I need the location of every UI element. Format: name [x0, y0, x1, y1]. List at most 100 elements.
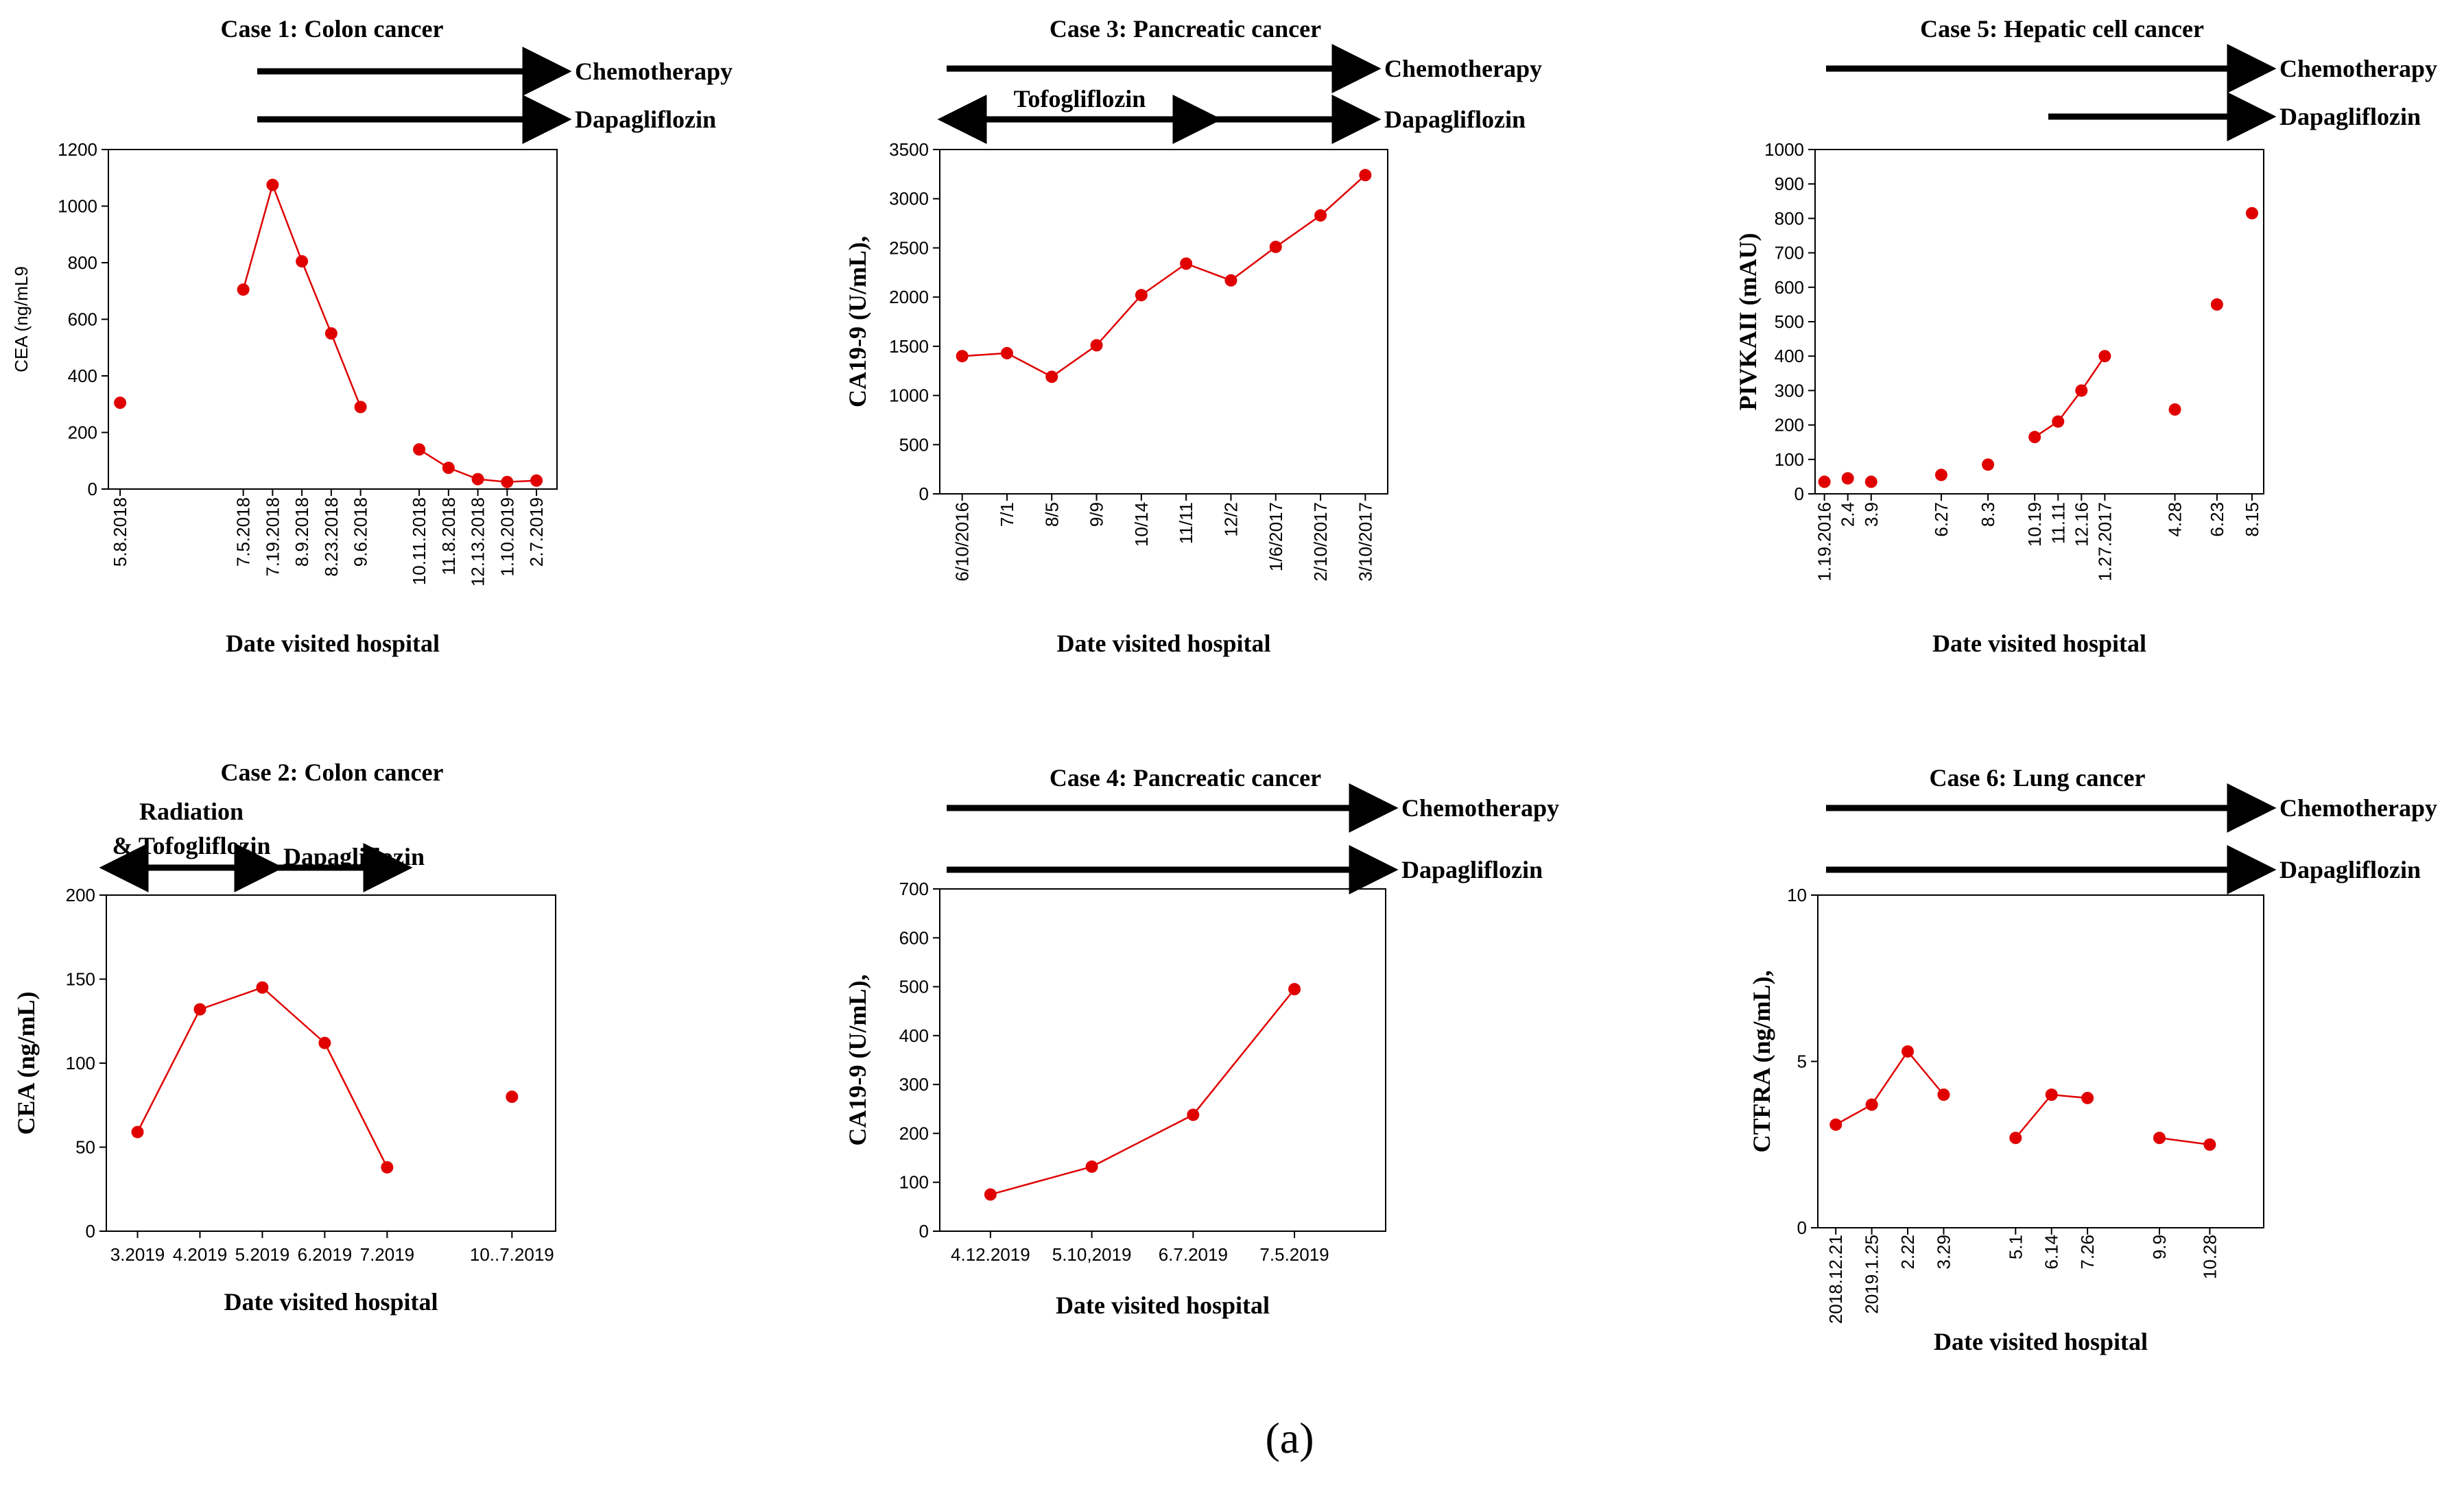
- y-axis-label: PIVKAII (mAU): [1734, 233, 1762, 411]
- data-point: [442, 462, 455, 475]
- x-tick-label: 2019.1.25: [1862, 1235, 1882, 1314]
- treatment-label: Dapagliflozin: [1401, 856, 1543, 883]
- y-tick-label: 0: [86, 1221, 95, 1241]
- x-tick-label: 2.4: [1838, 502, 1858, 527]
- x-axis-label: Date visited hospital: [226, 630, 440, 657]
- data-point: [318, 1036, 331, 1049]
- y-tick-label: 300: [899, 1074, 929, 1095]
- series-line: [990, 988, 1296, 1196]
- data-point: [237, 283, 250, 296]
- data-point: [1864, 475, 1877, 488]
- chart-title: Case 1: Colon cancer: [221, 15, 444, 43]
- x-tick-label: 1.10.2019: [497, 497, 517, 577]
- x-axis-label: Date visited hospital: [1934, 1328, 2148, 1355]
- x-tick-label: 7.26: [2077, 1235, 2098, 1270]
- x-tick-label: 11.8.2018: [438, 497, 459, 575]
- x-tick-label: 11/11: [1176, 502, 1196, 544]
- treatment-label: Chemotherapy: [1384, 55, 1542, 82]
- x-tick-label: 1/6/2017: [1266, 502, 1286, 571]
- y-tick-label: 100: [66, 1053, 95, 1073]
- y-tick-label: 0: [88, 479, 97, 499]
- x-axis-label: Date visited hospital: [1932, 630, 2146, 657]
- data-point: [2245, 206, 2258, 219]
- data-point: [1090, 339, 1103, 352]
- x-tick-label: 10..7.2019: [470, 1244, 554, 1265]
- data-point: [2009, 1132, 2022, 1145]
- y-tick-label: 200: [66, 885, 95, 905]
- data-point: [1865, 1098, 1878, 1111]
- y-tick-label: 100: [1775, 449, 1804, 470]
- x-tick-label: 5.2019: [235, 1244, 290, 1265]
- chart-title: Case 5: Hepatic cell cancer: [1920, 15, 2204, 43]
- x-tick-label: 7.5.2018: [233, 497, 254, 567]
- treatment-label: Tofogliflozin: [1014, 85, 1146, 112]
- x-tick-label: 8.15: [2242, 502, 2262, 537]
- x-tick-label: 12.16: [2071, 502, 2092, 547]
- plot-frame: [1814, 149, 2264, 495]
- x-tick-label: 10.28: [2199, 1235, 2220, 1279]
- treatment-label: Dapagliflozin: [575, 106, 716, 133]
- chart-title: Case 3: Pancreatic cancer: [1050, 15, 1321, 43]
- data-point: [956, 350, 969, 363]
- data-point: [413, 443, 426, 456]
- y-tick-label: 200: [899, 1123, 929, 1143]
- data-point: [1045, 370, 1058, 383]
- y-tick-label: 400: [899, 1025, 929, 1046]
- data-point: [1135, 289, 1148, 302]
- plot-frame: [106, 894, 556, 1232]
- data-point: [1937, 1089, 1950, 1101]
- y-tick-label: 500: [1775, 311, 1804, 332]
- x-tick-label: 10.19: [2024, 502, 2045, 547]
- y-tick-label: 100: [899, 1172, 929, 1193]
- x-axis-label: Date visited hospital: [224, 1288, 438, 1316]
- x-tick-label: 9.6.2018: [351, 497, 371, 567]
- data-point: [193, 1003, 206, 1016]
- x-tick-label: 4.28: [2165, 502, 2185, 537]
- x-tick-label: 5.8.2018: [110, 497, 130, 567]
- treatment-label: Dapagliflozin: [2279, 856, 2421, 883]
- chart-case4: Case 4: Pancreatic cancer Chemotherapy Dap…: [844, 764, 1559, 1319]
- data-point: [1180, 257, 1193, 270]
- data-point: [1288, 983, 1301, 996]
- y-tick-label: 700: [899, 879, 929, 899]
- y-tick-label: 300: [1775, 380, 1804, 401]
- y-tick-label: 400: [1775, 346, 1804, 366]
- x-tick-label: 2.22: [1897, 1235, 1918, 1270]
- plot-frame: [939, 149, 1388, 495]
- data-point: [984, 1188, 997, 1201]
- y-axis-label: CEA (ng/mL9: [11, 266, 32, 372]
- y-tick-label: 200: [68, 423, 97, 443]
- chart-title: Case 6: Lung cancer: [1930, 764, 2146, 792]
- series-line: [242, 182, 362, 407]
- treatment-label: Dapagliflozin: [2279, 103, 2421, 130]
- x-tick-label: 6.23: [2207, 502, 2227, 537]
- data-point: [1934, 468, 1947, 482]
- x-tick-label: 1.19.2016: [1814, 502, 1835, 582]
- y-tick-label: 2000: [889, 287, 929, 307]
- y-tick-label: 1500: [889, 336, 929, 357]
- data-point: [2168, 403, 2181, 416]
- x-tick-label: 4.12.2019: [951, 1244, 1030, 1265]
- data-point: [1982, 458, 1995, 471]
- y-tick-label: 0: [919, 1221, 929, 1241]
- x-tick-label: 5.1: [2005, 1235, 2026, 1259]
- y-axis-label: CTFRA (ng/mL),: [1748, 970, 1775, 1152]
- y-tick-label: 2500: [889, 237, 929, 258]
- y-axis-label: CA19-9 (U/mL),: [844, 975, 871, 1146]
- data-point: [506, 1091, 519, 1103]
- x-tick-label: 9.9: [2149, 1235, 2170, 1259]
- x-tick-label: 8.23.2018: [321, 497, 342, 577]
- y-tick-label: 3000: [889, 189, 929, 209]
- chart-case3: Case 3: Pancreatic cancer Chemotherapy Tof…: [844, 15, 1542, 657]
- data-point: [1841, 472, 1854, 485]
- y-tick-label: 1000: [889, 385, 929, 406]
- y-tick-label: 1000: [1764, 139, 1804, 160]
- y-tick-label: 800: [68, 252, 97, 273]
- x-tick-label: 4.2019: [173, 1244, 228, 1265]
- treatment-label: Dapagliflozin: [283, 843, 425, 870]
- series-line: [962, 174, 1366, 378]
- series-line: [2159, 1137, 2210, 1145]
- treatment-label: & Tofogliflozin: [112, 832, 270, 859]
- data-point: [114, 396, 127, 409]
- data-point: [2028, 431, 2041, 444]
